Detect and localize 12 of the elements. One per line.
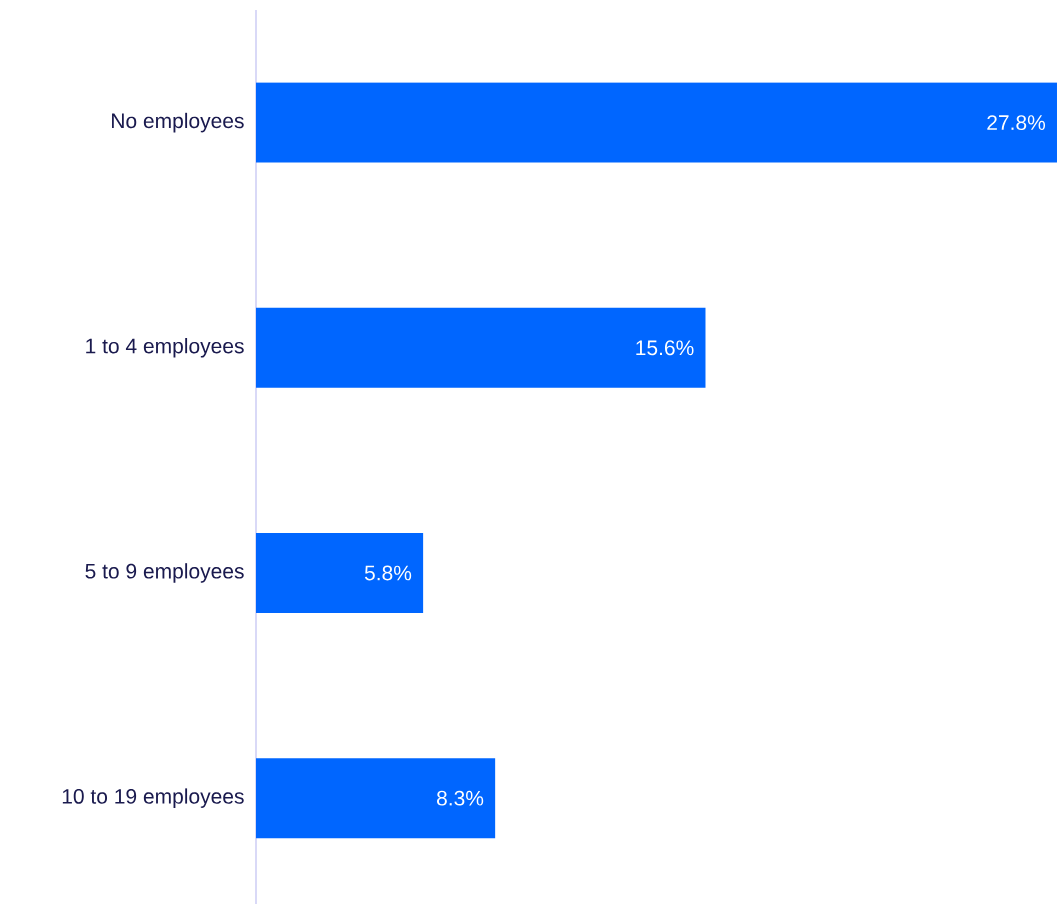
- y-tick-label: 10 to 19 employees: [62, 788, 244, 808]
- bar: [256, 307, 706, 388]
- y-tick-label: 1 to 4 employees: [86, 337, 244, 358]
- data-label: 8.3%: [437, 790, 484, 806]
- bar: [256, 758, 496, 839]
- bar: [256, 532, 424, 613]
- bar: [256, 82, 1057, 163]
- y-tick-label: No employees: [112, 112, 244, 133]
- data-label: 15.6%: [636, 340, 694, 356]
- data-label: 5.8%: [364, 565, 412, 581]
- y-tick-label: 5 to 9 employees: [85, 563, 244, 583]
- data-label: 27.8%: [987, 115, 1046, 131]
